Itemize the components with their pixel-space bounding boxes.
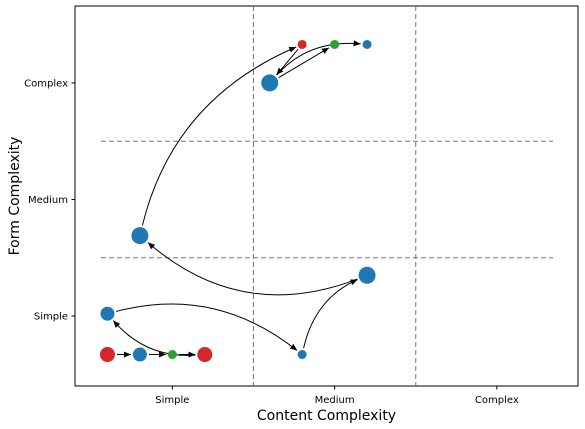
data-point-p1 <box>99 347 115 363</box>
x-tick-label: Medium <box>315 395 355 406</box>
data-point-p5 <box>100 306 115 321</box>
plot-area <box>74 5 579 387</box>
data-point-p3 <box>167 350 177 360</box>
transition-arrow <box>116 303 298 351</box>
data-points <box>99 39 376 363</box>
data-point-p2 <box>132 347 147 362</box>
y-tick-label: Medium <box>28 195 68 206</box>
x-axis-label: Content Complexity <box>257 408 396 424</box>
transition-arrows <box>112 40 361 358</box>
data-point-p8 <box>131 227 149 245</box>
transition-arrow <box>276 40 361 76</box>
y-axis-ticks: Simple Medium Complex <box>24 78 75 323</box>
data-point-p11 <box>330 39 340 49</box>
y-tick-label: Complex <box>24 78 68 89</box>
x-tick-label: Complex <box>475 395 519 406</box>
data-point-p7 <box>358 266 376 284</box>
transition-arrow <box>112 320 196 356</box>
transition-arrow <box>141 46 297 226</box>
data-point-p4 <box>197 347 213 363</box>
transition-arrow <box>278 47 330 79</box>
data-point-p10 <box>297 39 307 49</box>
transition-arrow <box>303 279 358 349</box>
data-point-p9 <box>261 74 279 92</box>
x-tick-label: Simple <box>155 395 189 406</box>
transition-arrow <box>147 242 358 296</box>
x-axis-ticks: Simple Medium Complex <box>155 386 519 406</box>
data-point-p6 <box>297 350 307 360</box>
y-axis-label: Form Complexity <box>7 137 23 256</box>
data-point-p12 <box>362 39 372 49</box>
y-tick-label: Simple <box>34 312 68 323</box>
